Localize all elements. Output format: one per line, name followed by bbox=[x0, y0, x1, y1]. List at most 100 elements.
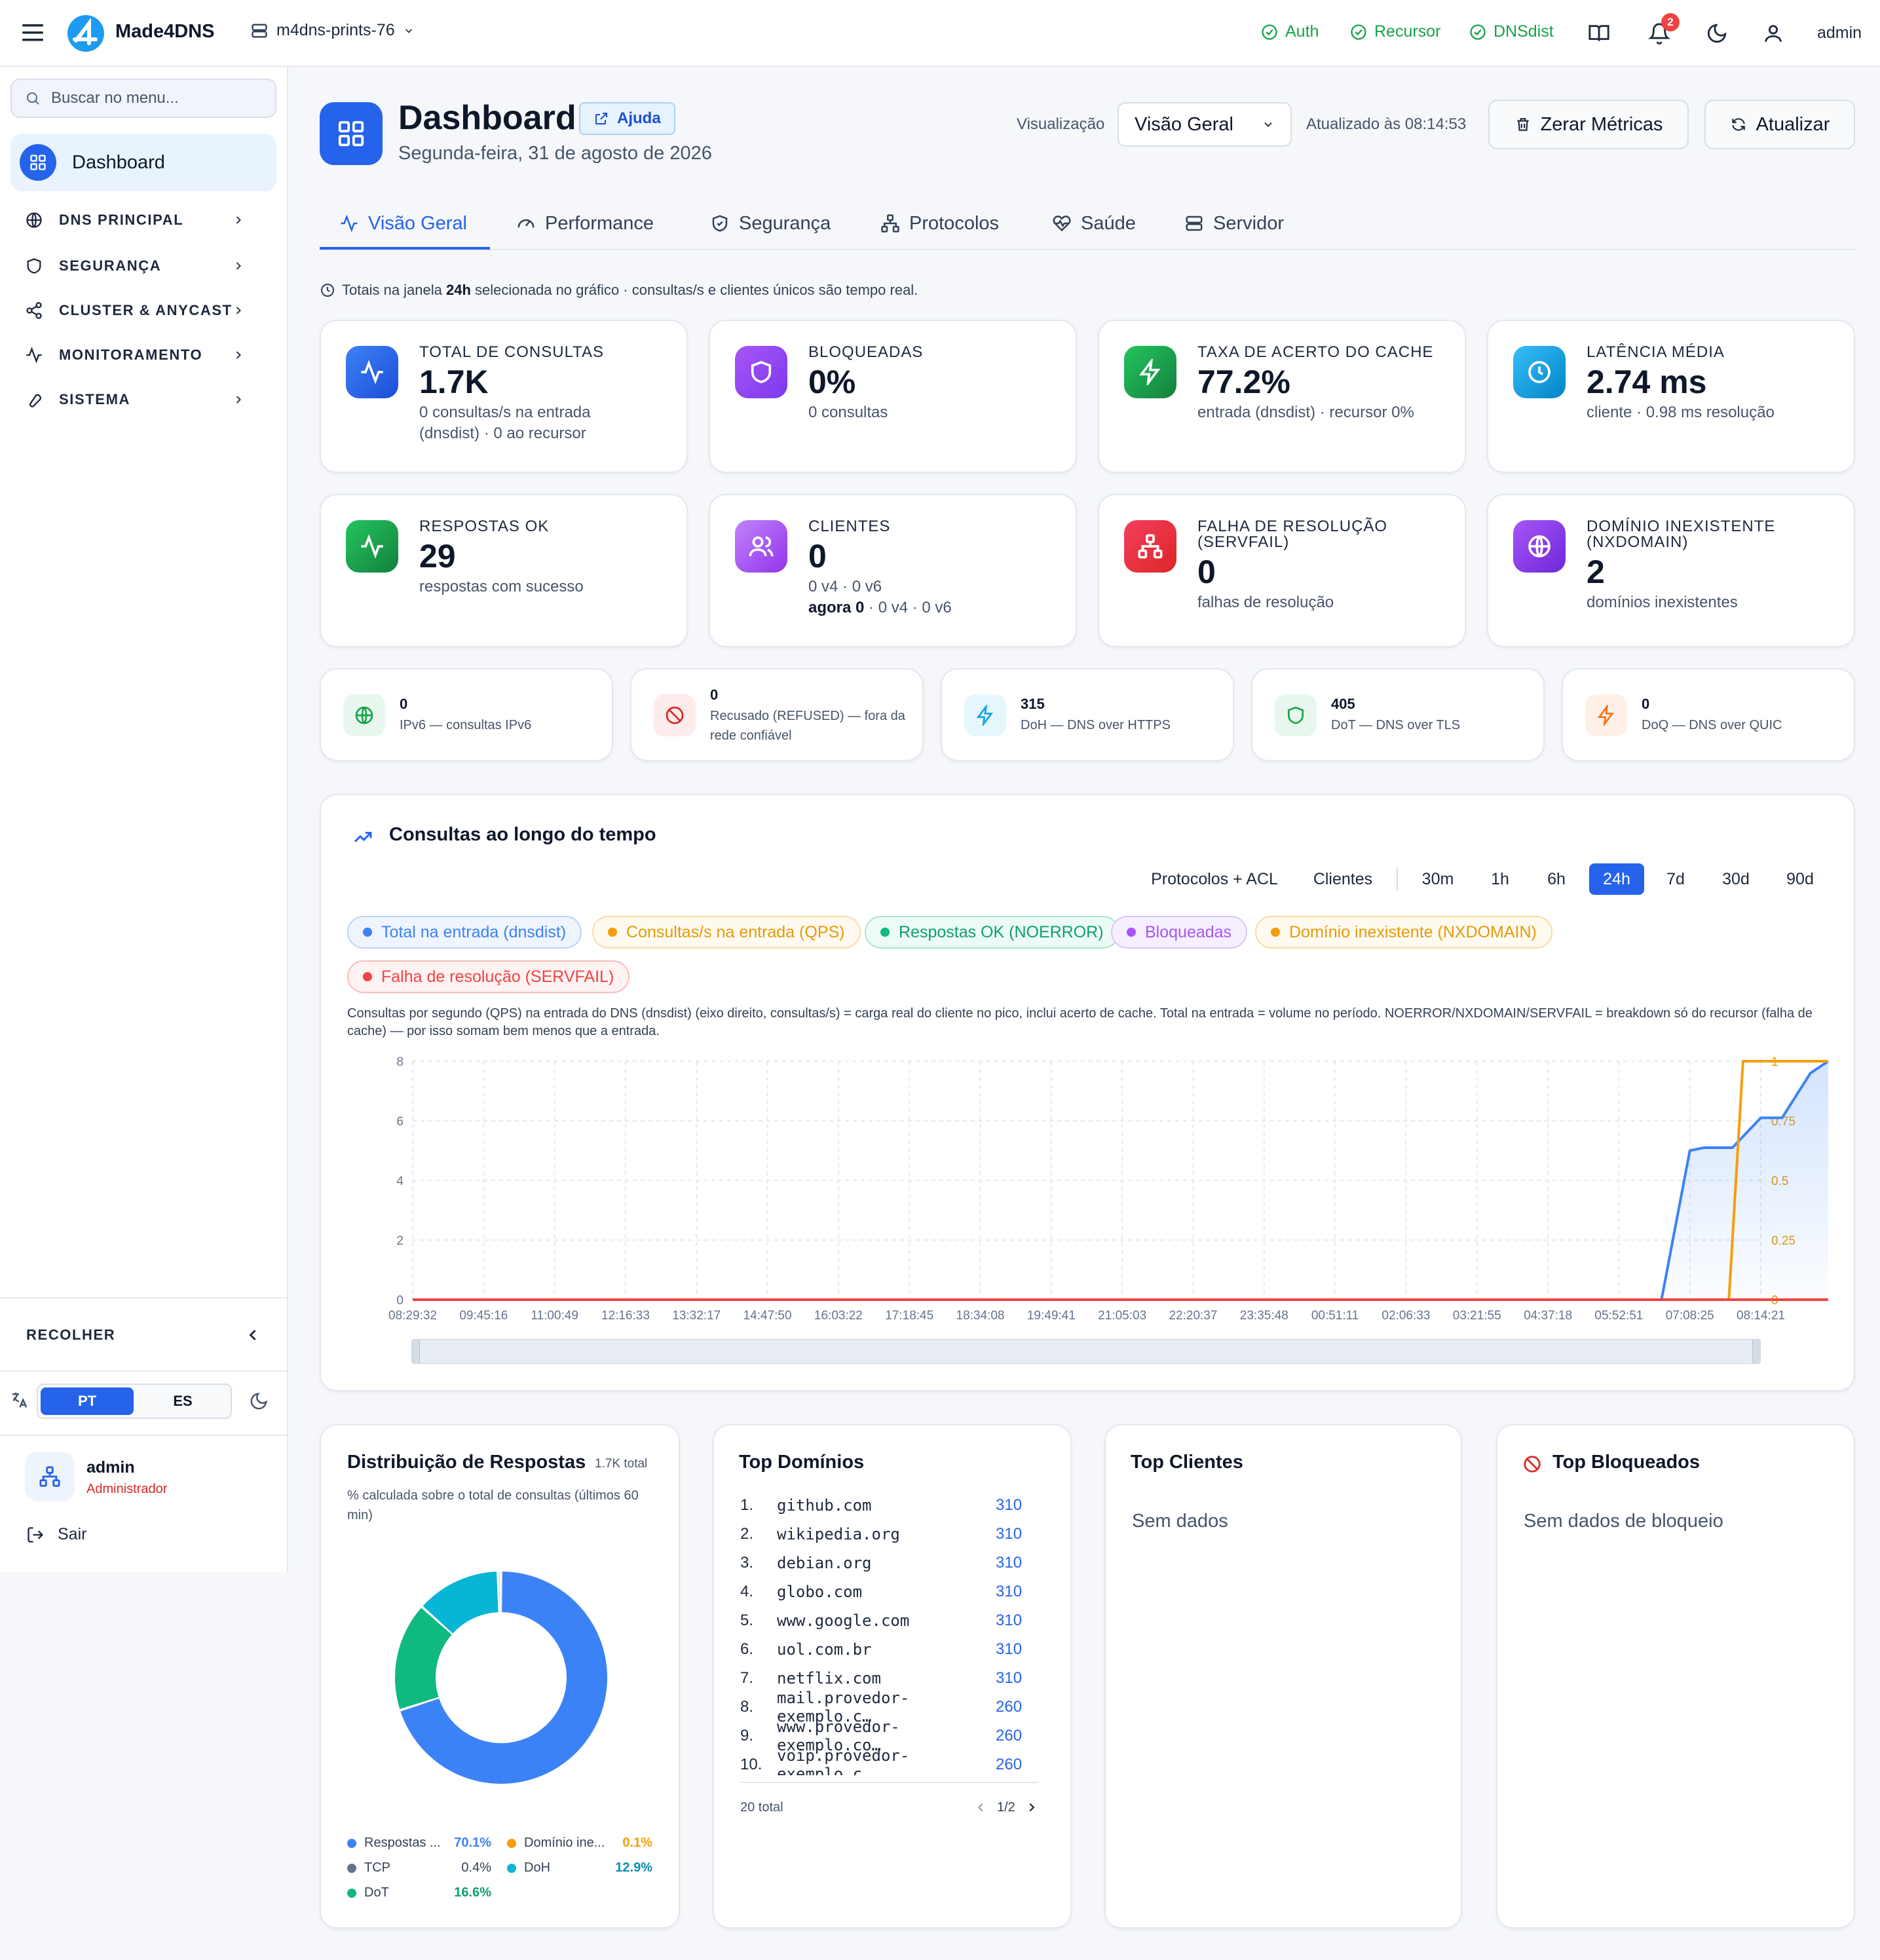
stat-value: 0 bbox=[808, 538, 827, 575]
list-item[interactable]: 8. mail.provedor-exemplo.c… 260 bbox=[740, 1689, 1028, 1725]
mini-stat-dot: 405 DoT — DNS over TLS bbox=[1251, 668, 1545, 761]
list-item[interactable]: 4. globo.com 310 bbox=[740, 1577, 1028, 1606]
language-es-button[interactable]: ES bbox=[173, 1393, 193, 1409]
tab-performance[interactable]: Performance bbox=[516, 208, 654, 238]
app-logo-icon[interactable] bbox=[67, 14, 105, 52]
donut-slice[interactable] bbox=[395, 1608, 452, 1709]
sidebar-item-dashboard[interactable]: Dashboard bbox=[10, 134, 276, 191]
avatar[interactable] bbox=[25, 1452, 75, 1501]
series-label: Consultas/s na entrada (QPS) bbox=[626, 922, 845, 941]
line-chart: 0246800.250.50.75108:29:3209:45:1611:00:… bbox=[388, 1055, 1830, 1323]
series-dot bbox=[363, 928, 372, 937]
user-name[interactable]: admin bbox=[1817, 24, 1862, 42]
range-30d[interactable]: 30d bbox=[1722, 869, 1750, 888]
page-title-icon bbox=[320, 102, 383, 165]
network-icon bbox=[39, 1466, 60, 1487]
server-selector[interactable]: m4dns-prints-76 bbox=[250, 21, 415, 40]
range-1h[interactable]: 1h bbox=[1491, 869, 1509, 888]
domain-name: github.com bbox=[777, 1496, 872, 1515]
logout-label: Sair bbox=[58, 1525, 87, 1543]
series-toggle-bloqueadas[interactable]: Bloqueadas bbox=[1111, 916, 1248, 949]
legend-dot bbox=[347, 1888, 356, 1898]
reset-metrics-button[interactable]: Zerar Métricas bbox=[1488, 100, 1689, 149]
service-status-auth[interactable]: Auth bbox=[1260, 22, 1319, 41]
sidebar-item-sistema[interactable]: SISTEMA bbox=[25, 386, 274, 413]
range-30m[interactable]: 30m bbox=[1421, 869, 1454, 888]
list-item[interactable]: 5. www.google.com 310 bbox=[740, 1606, 1028, 1635]
tab-saude[interactable]: Saúde bbox=[1052, 208, 1136, 238]
menu-search[interactable]: Buscar no menu... bbox=[10, 79, 276, 118]
user-icon[interactable] bbox=[1762, 22, 1784, 45]
docs-book-icon[interactable] bbox=[1588, 22, 1610, 45]
stat-value: 2.74 ms bbox=[1587, 364, 1707, 400]
menu-toggle-icon[interactable] bbox=[22, 23, 45, 43]
search-input[interactable]: Buscar no menu... bbox=[51, 89, 179, 107]
sidebar-item-label: CLUSTER & ANYCAST bbox=[59, 302, 233, 318]
stat-sub-now: agora 0 · 0 v4 · 0 v6 bbox=[808, 597, 952, 618]
series-label: Total na entrada (dnsdist) bbox=[381, 922, 567, 941]
donut-slice[interactable] bbox=[400, 1572, 607, 1784]
chevron-down-icon bbox=[405, 28, 412, 33]
donut-slice[interactable] bbox=[423, 1572, 498, 1634]
series-label: Bloqueadas bbox=[1145, 922, 1232, 941]
list-item[interactable]: 9. www.provedor-exemplo.co… 260 bbox=[740, 1718, 1028, 1754]
language-pt-button[interactable]: PT bbox=[41, 1387, 134, 1415]
slider-handle-right[interactable] bbox=[1752, 1340, 1760, 1363]
sidebar-item-dns-principal[interactable]: DNS PRINCIPAL bbox=[25, 207, 274, 233]
heart-pulse-icon bbox=[1053, 216, 1071, 232]
wrench-icon bbox=[29, 394, 41, 407]
sidebar-item-cluster-anycast[interactable]: CLUSTER & ANYCAST bbox=[25, 297, 274, 324]
list-item[interactable]: 2. wikipedia.org 310 bbox=[740, 1520, 1028, 1549]
filter-protocolos-acl[interactable]: Protocolos + ACL bbox=[1151, 869, 1278, 888]
tab-seguranca[interactable]: Segurança bbox=[710, 208, 831, 238]
series-toggle-qps[interactable]: Consultas/s na entrada (QPS) bbox=[592, 916, 861, 949]
logout-button[interactable]: Sair bbox=[26, 1525, 86, 1544]
slider-handle-left[interactable] bbox=[412, 1340, 420, 1363]
app-name[interactable]: Made4DNS bbox=[115, 21, 215, 42]
range-24h[interactable]: 24h bbox=[1589, 863, 1644, 895]
filter-clientes[interactable]: Clientes bbox=[1313, 869, 1373, 888]
sidebar-item-monitoramento[interactable]: MONITORAMENTO bbox=[25, 342, 274, 368]
series-toggle-total[interactable]: Total na entrada (dnsdist) bbox=[347, 916, 582, 949]
series-toggle-servfail[interactable]: Falha de resolução (SERVFAIL) bbox=[347, 960, 630, 993]
chevron-right-icon bbox=[236, 396, 241, 404]
sidebar-item-seguranca[interactable]: SEGURANÇA bbox=[25, 253, 274, 279]
service-status-recursor[interactable]: Recursor bbox=[1349, 22, 1440, 41]
view-select[interactable]: Visão Geral bbox=[1118, 102, 1292, 147]
domain-count: 310 bbox=[996, 1496, 1023, 1514]
chevron-down-icon bbox=[1264, 122, 1272, 127]
next-page-chevron-right-icon[interactable] bbox=[1025, 1800, 1039, 1815]
server-icon bbox=[252, 24, 267, 37]
collapse-button[interactable]: RECOLHER bbox=[26, 1322, 262, 1348]
series-toggle-noerror[interactable]: Respostas OK (NOERROR) bbox=[865, 916, 1119, 949]
help-button[interactable]: Ajuda bbox=[579, 102, 675, 135]
list-item[interactable]: 7. netflix.com 310 bbox=[740, 1664, 1028, 1693]
dark-mode-moon-icon[interactable] bbox=[1706, 22, 1728, 45]
list-item[interactable]: 3. debian.org 310 bbox=[740, 1549, 1028, 1577]
theme-toggle-moon-icon[interactable] bbox=[249, 1391, 269, 1411]
prev-page-chevron-left-icon[interactable] bbox=[973, 1800, 988, 1815]
x-tick-label: 05:52:51 bbox=[1594, 1309, 1643, 1323]
list-item[interactable]: 1. github.com 310 bbox=[740, 1491, 1028, 1520]
legend-respostas: Respostas ... 70.1% bbox=[347, 1836, 491, 1851]
donut-slice[interactable] bbox=[498, 1572, 500, 1613]
service-status-dnsdist[interactable]: DNSdist bbox=[1469, 22, 1554, 41]
y-tick-label: 8 bbox=[396, 1055, 404, 1069]
tab-label: Performance bbox=[545, 212, 654, 234]
tab-protocolos[interactable]: Protocolos bbox=[880, 208, 999, 238]
user-name: admin bbox=[86, 1458, 135, 1477]
range-7d[interactable]: 7d bbox=[1666, 869, 1685, 888]
rank: 6. bbox=[740, 1640, 754, 1658]
chart-zoom-slider[interactable] bbox=[411, 1339, 1761, 1364]
stat-value: 77.2% bbox=[1197, 364, 1290, 400]
tab-visao-geral[interactable]: Visão Geral bbox=[339, 208, 467, 238]
range-6h[interactable]: 6h bbox=[1547, 869, 1566, 888]
range-90d[interactable]: 90d bbox=[1786, 869, 1814, 888]
x-tick-label: 04:37:18 bbox=[1524, 1309, 1572, 1323]
tab-servidor[interactable]: Servidor bbox=[1184, 208, 1284, 238]
ban-icon bbox=[1522, 1454, 1542, 1474]
series-toggle-nxdomain[interactable]: Domínio inexistente (NXDOMAIN) bbox=[1255, 916, 1552, 949]
list-item[interactable]: 6. uol.com.br 310 bbox=[740, 1635, 1028, 1664]
refresh-button[interactable]: Atualizar bbox=[1704, 100, 1855, 149]
bell-icon[interactable] bbox=[1648, 22, 1670, 45]
